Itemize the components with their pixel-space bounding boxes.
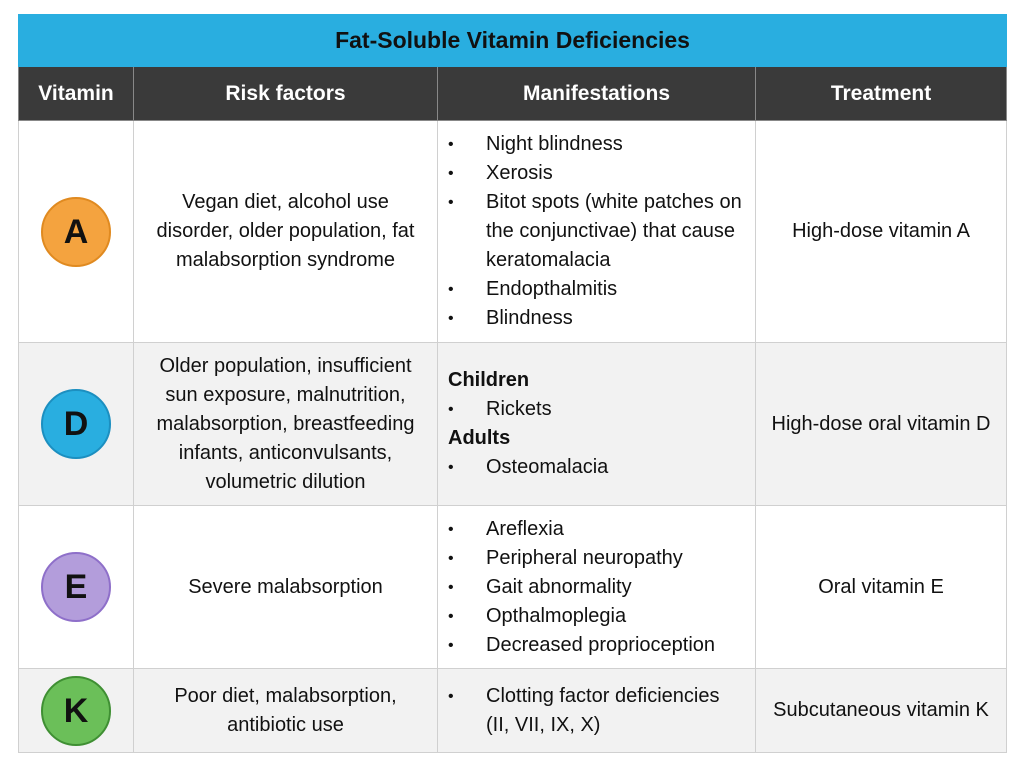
manifestation-item: Opthalmoplegia: [448, 602, 745, 631]
manifestations: Clotting factor deficiencies (II, VII, I…: [437, 668, 756, 753]
manifestations: AreflexiaPeripheral neuropathyGait abnor…: [437, 505, 756, 669]
manifestations: Children Rickets Adults Osteomalacia: [437, 342, 756, 506]
manifestation-item: Clotting factor deficiencies (II, VII, I…: [448, 682, 745, 740]
vitamin-row: K Poor diet, malabsorption, antibiotic us…: [18, 668, 1008, 753]
manifestation-item: Decreased proprioception: [448, 631, 745, 660]
vitamin-badge: A: [41, 196, 111, 267]
risk-factors: Poor diet, malabsorption, antibiotic use: [133, 668, 438, 753]
manifestation-item: Night blindness: [448, 130, 745, 159]
manifestation-item: Gait abnormality: [448, 573, 745, 602]
manifestation-item: Endopthalmitis: [448, 275, 745, 304]
vitamin-cell: E: [18, 505, 134, 669]
vitamin-cell: D: [18, 342, 134, 506]
manifestations: Night blindnessXerosisBitot spots (white…: [437, 120, 756, 343]
vitamin-badge: D: [41, 389, 111, 459]
manifestation-heading: Adults: [448, 427, 511, 449]
manifestation-list: Night blindnessXerosisBitot spots (white…: [448, 130, 745, 333]
treatment: Subcutaneous vitamin K: [754, 668, 1008, 753]
manifestation-list: Clotting factor deficiencies (II, VII, I…: [448, 682, 745, 740]
treatment: High-dose vitamin A: [754, 120, 1008, 343]
vitamin-row: D Older population, insufficient sun expo…: [18, 342, 1008, 506]
manifestation-list: AreflexiaPeripheral neuropathyGait abnor…: [448, 515, 745, 660]
vitamin-table: Fat-Soluble Vitamin Deficiencies Vitamin R…: [17, 14, 1008, 753]
manifestation-item: Xerosis: [448, 159, 745, 188]
table-wrap: Fat-Soluble Vitamin Deficiencies Vitamin R…: [17, 14, 1008, 753]
risk-factors: Severe malabsorption: [133, 505, 438, 669]
table-body: Fat-Soluble Vitamin Deficiencies Vitamin R…: [17, 14, 1008, 753]
vitamin-row: A Vegan diet, alcohol use disorder, older…: [18, 120, 1008, 343]
manifestation-heading: Children: [448, 369, 530, 391]
title-row: Fat-Soluble Vitamin Deficiencies: [17, 14, 1008, 67]
column-header: Risk factors: [133, 66, 438, 121]
manifestation-item: Osteomalacia: [448, 453, 745, 482]
manifestation-item: Peripheral neuropathy: [448, 544, 745, 573]
vitamin-cell: A: [18, 120, 134, 343]
vitamin-badge: K: [41, 675, 111, 746]
vitamin-badge: E: [41, 552, 111, 622]
column-header: Treatment: [754, 66, 1008, 121]
manifestation-item: Areflexia: [448, 515, 745, 544]
table-title: Fat-Soluble Vitamin Deficiencies: [17, 14, 1008, 67]
treatment: Oral vitamin E: [754, 505, 1008, 669]
manifestation-item: Blindness: [448, 304, 745, 333]
manifestation-item: Bitot spots (white patches on the conjun…: [448, 188, 745, 275]
manifestation-item: Rickets: [448, 395, 745, 424]
manifestation-list: Rickets: [448, 395, 745, 424]
risk-factors: Vegan diet, alcohol use disorder, older …: [133, 120, 438, 343]
header-row: Vitamin Risk factors Manifestations Treatme…: [18, 66, 1008, 121]
treatment: High-dose oral vitamin D: [754, 342, 1008, 506]
column-header: Manifestations: [437, 66, 756, 121]
column-header: Vitamin: [18, 66, 134, 121]
vitamin-cell: K: [18, 668, 134, 753]
manifestation-list: Osteomalacia: [448, 453, 745, 482]
risk-factors: Older population, insufficient sun expos…: [133, 342, 438, 506]
